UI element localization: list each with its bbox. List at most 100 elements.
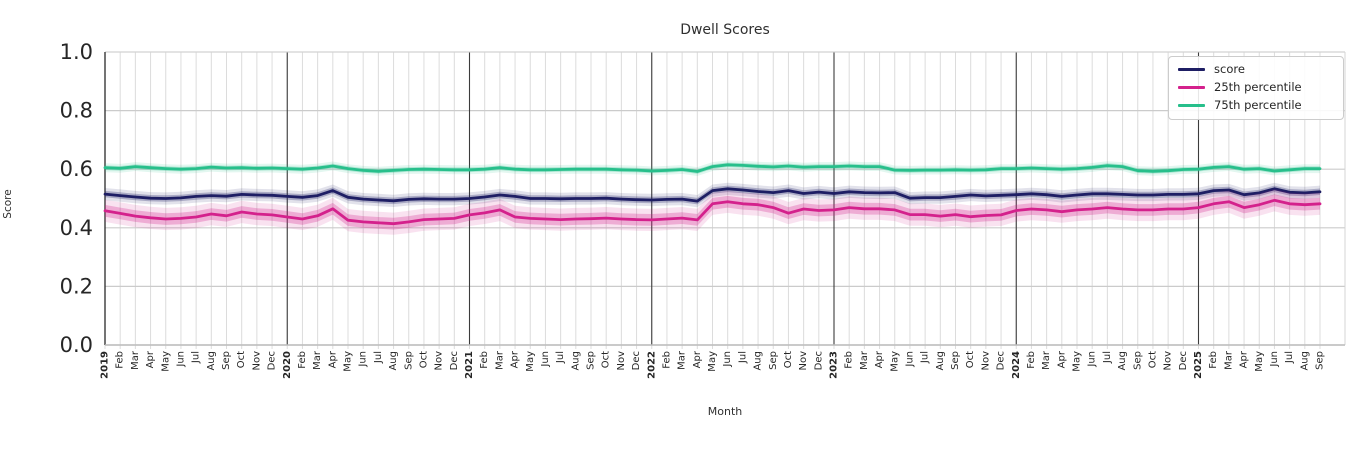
x-tick-month-label: Mar <box>859 350 870 370</box>
x-tick-month-label: Sep <box>403 351 414 370</box>
x-tick-month-label: Sep <box>1132 351 1143 370</box>
x-tick-month-label: Oct <box>1147 351 1158 368</box>
x-tick-month-label: Feb <box>1026 351 1037 369</box>
x-tick-month-label: Feb <box>115 351 126 369</box>
x-tick-month-label: Dec <box>996 351 1007 370</box>
x-tick-year-label: 2019 <box>100 351 111 379</box>
x-tick-month-label: Apr <box>1056 350 1067 368</box>
x-tick-month-label: Mar <box>1223 350 1234 370</box>
x-tick-month-label: May <box>1072 351 1083 372</box>
x-tick-month-label: Jul <box>1284 351 1295 364</box>
x-tick-month-label: Jun <box>358 351 369 368</box>
x-tick-month-label: Feb <box>844 351 855 369</box>
x-tick-month-label: Nov <box>980 351 991 371</box>
x-tick-month-label: May <box>525 351 536 372</box>
x-tick-month-label: Jul <box>737 351 748 364</box>
y-tick-label: 1.0 <box>60 40 93 64</box>
legend-label: 75th percentile <box>1214 98 1302 112</box>
x-tick-month-label: Mar <box>130 350 141 370</box>
x-tick-month-label: Dec <box>631 351 642 370</box>
y-tick-label: 0.2 <box>60 274 93 298</box>
x-tick-month-label: Apr <box>1239 350 1250 368</box>
x-tick-month-label: Mar <box>494 350 505 370</box>
x-tick-month-label: Nov <box>798 351 809 371</box>
x-tick-month-label: Mar <box>677 350 688 370</box>
x-tick-month-label: Nov <box>251 351 262 371</box>
x-tick-month-label: May <box>707 351 718 372</box>
x-tick-month-label: Aug <box>570 351 581 371</box>
x-tick-month-label: Dec <box>267 351 278 370</box>
percentile-75-line-swatch <box>1178 104 1205 107</box>
x-tick-month-label: Feb <box>479 351 490 369</box>
x-tick-month-label: Jul <box>1102 351 1113 364</box>
x-tick-month-label: Oct <box>965 351 976 368</box>
x-tick-month-label: Feb <box>661 351 672 369</box>
x-tick-month-label: Nov <box>1163 351 1174 371</box>
x-axis-label: Month <box>707 405 743 418</box>
x-tick-month-label: Aug <box>753 351 764 371</box>
confidence-band-outer-0 <box>105 182 1320 208</box>
x-tick-month-label: Jun <box>540 351 551 368</box>
x-tick-year-label: 2025 <box>1193 351 1204 379</box>
x-tick-month-label: Aug <box>388 351 399 371</box>
chart-legend: score 25th percentile 75th percentile <box>1168 56 1344 120</box>
x-tick-month-label: Jun <box>175 351 186 368</box>
x-tick-month-label: Apr <box>874 350 885 368</box>
x-tick-month-label: Dec <box>1178 351 1189 370</box>
x-tick-month-label: Jul <box>555 351 566 364</box>
score-line-swatch <box>1178 68 1205 71</box>
confidence-band-outer-2 <box>105 160 1320 176</box>
legend-entry-25th-percentile: 25th percentile <box>1178 80 1334 95</box>
x-tick-month-label: Jun <box>1269 351 1280 368</box>
x-tick-month-label: Jun <box>904 351 915 368</box>
x-tick-month-label: Dec <box>813 351 824 370</box>
x-tick-month-label: Aug <box>1299 351 1310 371</box>
x-tick-month-label: Apr <box>692 350 703 368</box>
x-tick-month-label: Jul <box>191 351 202 364</box>
y-tick-label: 0.6 <box>60 157 93 181</box>
x-tick-month-label: Aug <box>206 351 217 371</box>
y-tick-label: 0.8 <box>60 99 93 123</box>
x-tick-month-label: Sep <box>586 351 597 370</box>
legend-entry-75th-percentile: 75th percentile <box>1178 98 1334 113</box>
x-tick-month-label: Oct <box>601 351 612 368</box>
x-tick-month-label: Nov <box>616 351 627 371</box>
chart-title: Dwell Scores <box>680 22 770 38</box>
x-tick-month-label: Feb <box>1208 351 1219 369</box>
legend-label: 25th percentile <box>1214 80 1302 94</box>
series-line-1 <box>103 198 1322 226</box>
x-tick-year-label: 2023 <box>829 351 840 379</box>
x-tick-month-label: Apr <box>145 350 156 368</box>
x-tick-month-label: May <box>1254 351 1265 372</box>
x-tick-month-label: Sep <box>950 351 961 370</box>
legend-entry-score: score <box>1178 62 1334 77</box>
legend-label: score <box>1214 62 1245 76</box>
x-tick-year-label: 2021 <box>464 351 475 379</box>
percentile-25-line-swatch <box>1178 86 1205 89</box>
x-tick-month-label: Aug <box>1117 351 1128 371</box>
x-tick-month-label: Mar <box>312 350 323 370</box>
series-line-2 <box>103 163 1322 173</box>
x-tick-month-label: May <box>889 351 900 372</box>
x-tick-year-label: 2020 <box>282 351 293 379</box>
x-tick-month-label: Apr <box>327 350 338 368</box>
y-tick-label: 0.4 <box>60 216 93 240</box>
confidence-band-outer-1 <box>105 189 1320 235</box>
x-tick-month-label: Jun <box>722 351 733 368</box>
x-tick-month-label: Jul <box>920 351 931 364</box>
x-tick-month-label: Feb <box>297 351 308 369</box>
x-tick-month-label: Sep <box>768 351 779 370</box>
x-tick-month-label: May <box>160 351 171 372</box>
x-tick-month-label: Apr <box>510 350 521 368</box>
x-tick-month-label: Mar <box>1041 350 1052 370</box>
x-tick-month-label: Jun <box>1087 351 1098 368</box>
x-tick-month-label: Jul <box>373 351 384 364</box>
confidence-band-inner-2 <box>105 162 1320 174</box>
y-axis-label: Score <box>2 189 14 219</box>
x-tick-year-label: 2022 <box>646 351 657 379</box>
x-tick-month-label: Sep <box>221 351 232 370</box>
y-tick-label: 0.0 <box>60 333 93 357</box>
x-tick-month-label: May <box>343 351 354 372</box>
x-tick-month-label: Oct <box>236 351 247 368</box>
